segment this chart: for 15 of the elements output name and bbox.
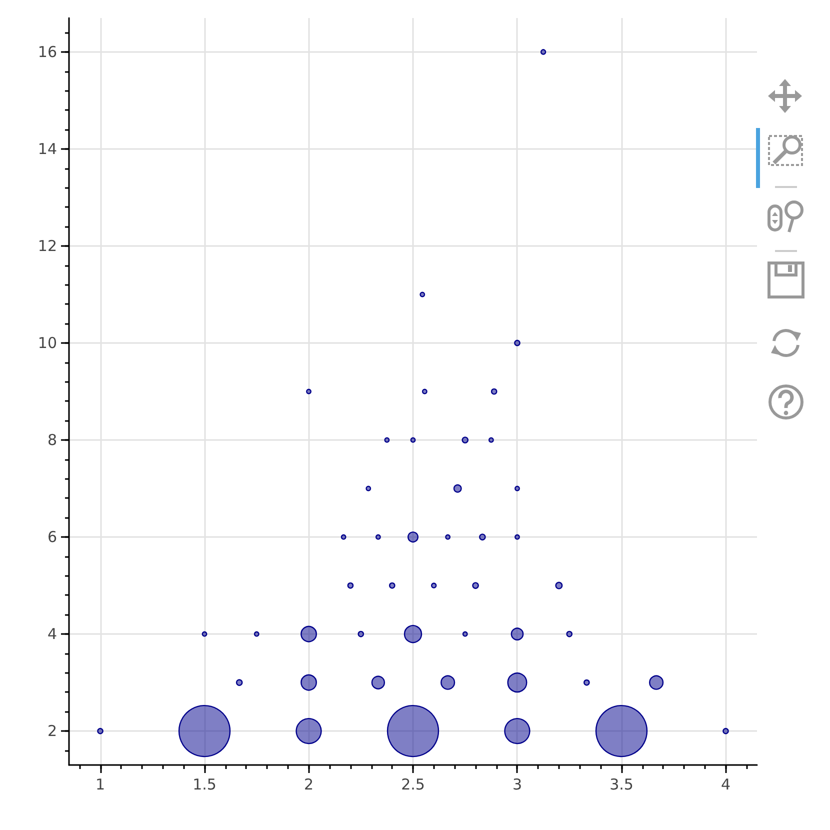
y-tick-label: 8 xyxy=(47,431,57,450)
x-tick-label: 2 xyxy=(304,776,314,794)
x-tick-label: 3.5 xyxy=(610,776,634,794)
x-tick-label: 3 xyxy=(512,776,522,794)
y-tick-label: 4 xyxy=(47,625,57,644)
y-tick-label: 2 xyxy=(47,722,57,740)
x-tick-label: 4 xyxy=(720,776,730,794)
y-tick-label: 16 xyxy=(38,42,57,61)
y-tick-label: 14 xyxy=(38,140,57,158)
y-tick-label: 6 xyxy=(47,528,57,546)
x-tick-label: 1 xyxy=(96,776,106,794)
y-tick-label: 12 xyxy=(38,236,57,255)
x-tick-label: 1.5 xyxy=(192,776,216,794)
y-tick-label: 10 xyxy=(38,334,57,352)
x-tick-label: 2.5 xyxy=(401,776,425,794)
